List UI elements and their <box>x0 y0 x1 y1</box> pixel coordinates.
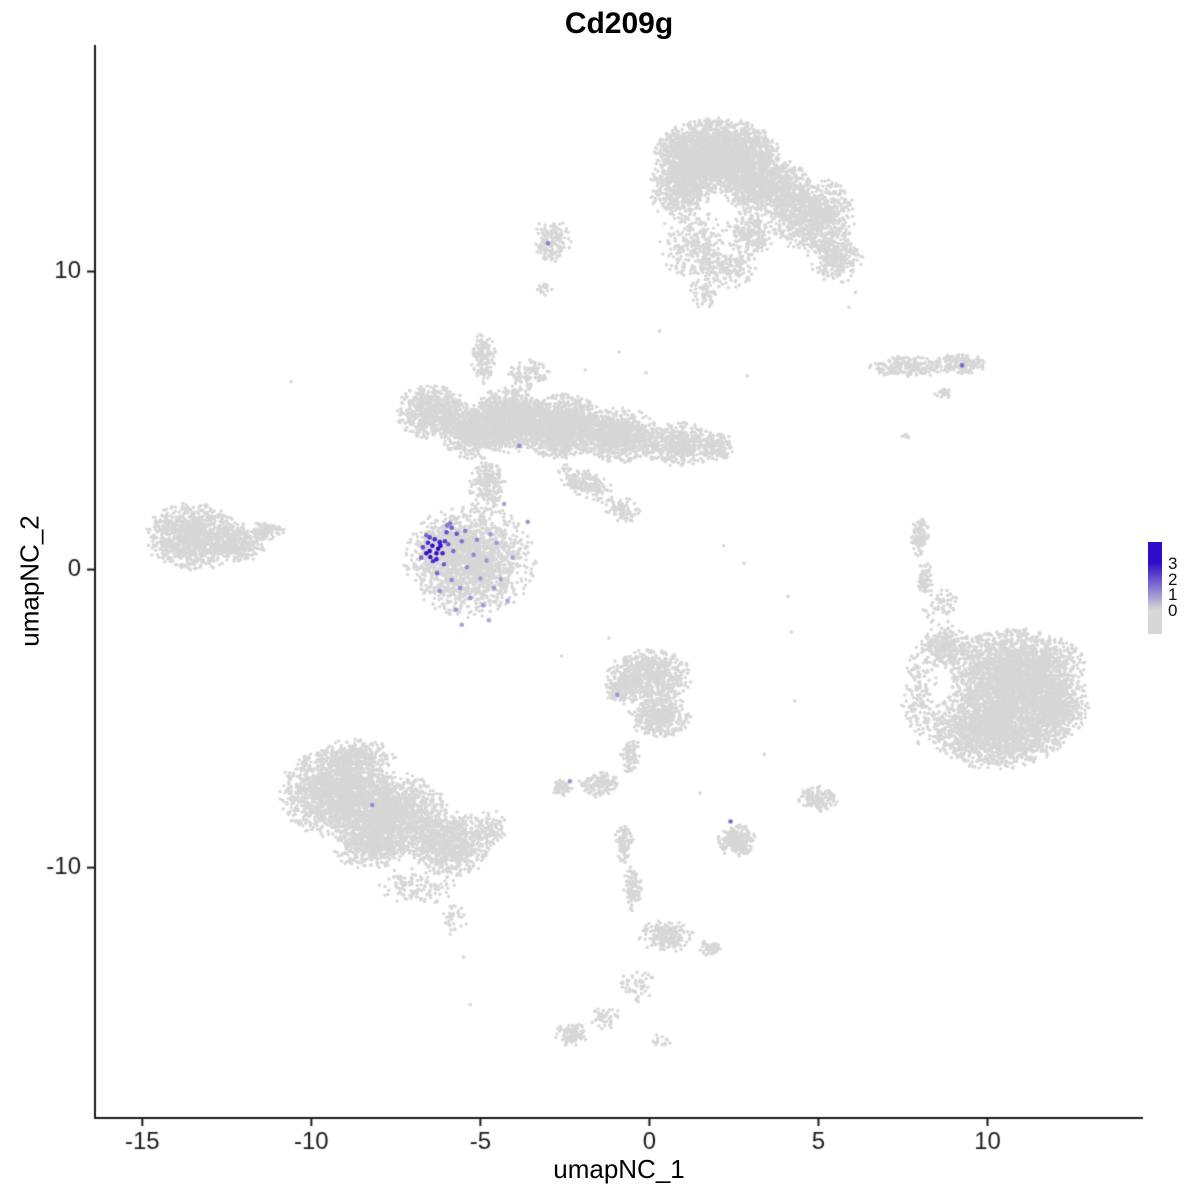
colorbar-gradient <box>1148 542 1162 634</box>
legend-tick-label: 3 <box>1168 553 1178 573</box>
x-axis-label: umapNC_1 <box>553 1154 685 1184</box>
legend-tick-label: 0 <box>1168 601 1178 620</box>
legend-tick-label: 2 <box>1168 569 1178 589</box>
legend-tick-label: 1 <box>1168 585 1178 605</box>
